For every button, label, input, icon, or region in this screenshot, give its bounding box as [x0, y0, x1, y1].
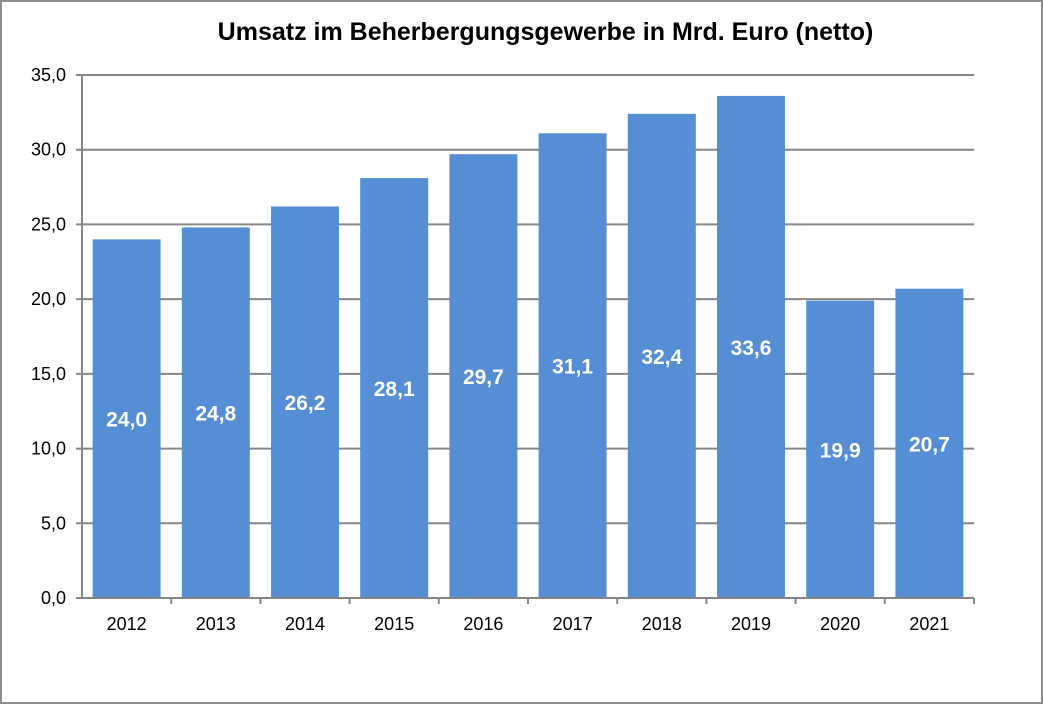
x-tick-label: 2016	[463, 614, 503, 634]
bar-2015	[360, 178, 429, 598]
y-tick-label: 0,0	[41, 588, 66, 608]
bar-2014	[271, 206, 339, 599]
y-tick-label: 10,0	[31, 439, 66, 459]
data-label: 32,4	[641, 346, 682, 369]
bar-2020	[806, 300, 875, 598]
bar-2013	[181, 227, 250, 598]
x-tick-label: 2015	[374, 614, 414, 634]
bar-2021	[895, 288, 964, 598]
data-label: 19,9	[820, 439, 861, 462]
x-tick-label: 2018	[642, 614, 682, 634]
data-label: 20,7	[909, 433, 950, 456]
data-label: 24,0	[106, 409, 147, 432]
bar-2019	[717, 95, 785, 599]
data-label: 26,2	[285, 392, 326, 415]
bar-2018	[627, 113, 696, 598]
bar-2016	[449, 154, 518, 598]
y-tick-label: 5,0	[41, 513, 66, 533]
bar-2017	[538, 133, 607, 598]
x-tick-label: 2014	[285, 614, 325, 634]
data-label: 28,1	[374, 378, 415, 401]
x-tick-label: 2017	[553, 614, 593, 634]
x-tick-label: 2012	[107, 614, 147, 634]
chart-title: Umsatz im Beherbergungsgewerbe in Mrd. E…	[217, 18, 874, 46]
data-label: 31,1	[552, 356, 593, 379]
y-tick-label: 20,0	[31, 289, 66, 309]
bar-2012	[92, 239, 161, 598]
y-tick-label: 15,0	[31, 364, 66, 384]
y-tick-label: 25,0	[31, 214, 66, 234]
y-tick-label: 35,0	[31, 65, 66, 85]
x-tick-label: 2020	[820, 614, 860, 634]
x-tick-label: 2019	[731, 614, 771, 634]
data-label: 33,6	[731, 337, 772, 360]
x-tick-label: 2013	[196, 614, 236, 634]
x-tick-label: 2021	[909, 614, 949, 634]
data-label: 24,8	[195, 403, 236, 426]
data-label: 29,7	[463, 366, 504, 389]
y-tick-label: 30,0	[31, 140, 66, 160]
